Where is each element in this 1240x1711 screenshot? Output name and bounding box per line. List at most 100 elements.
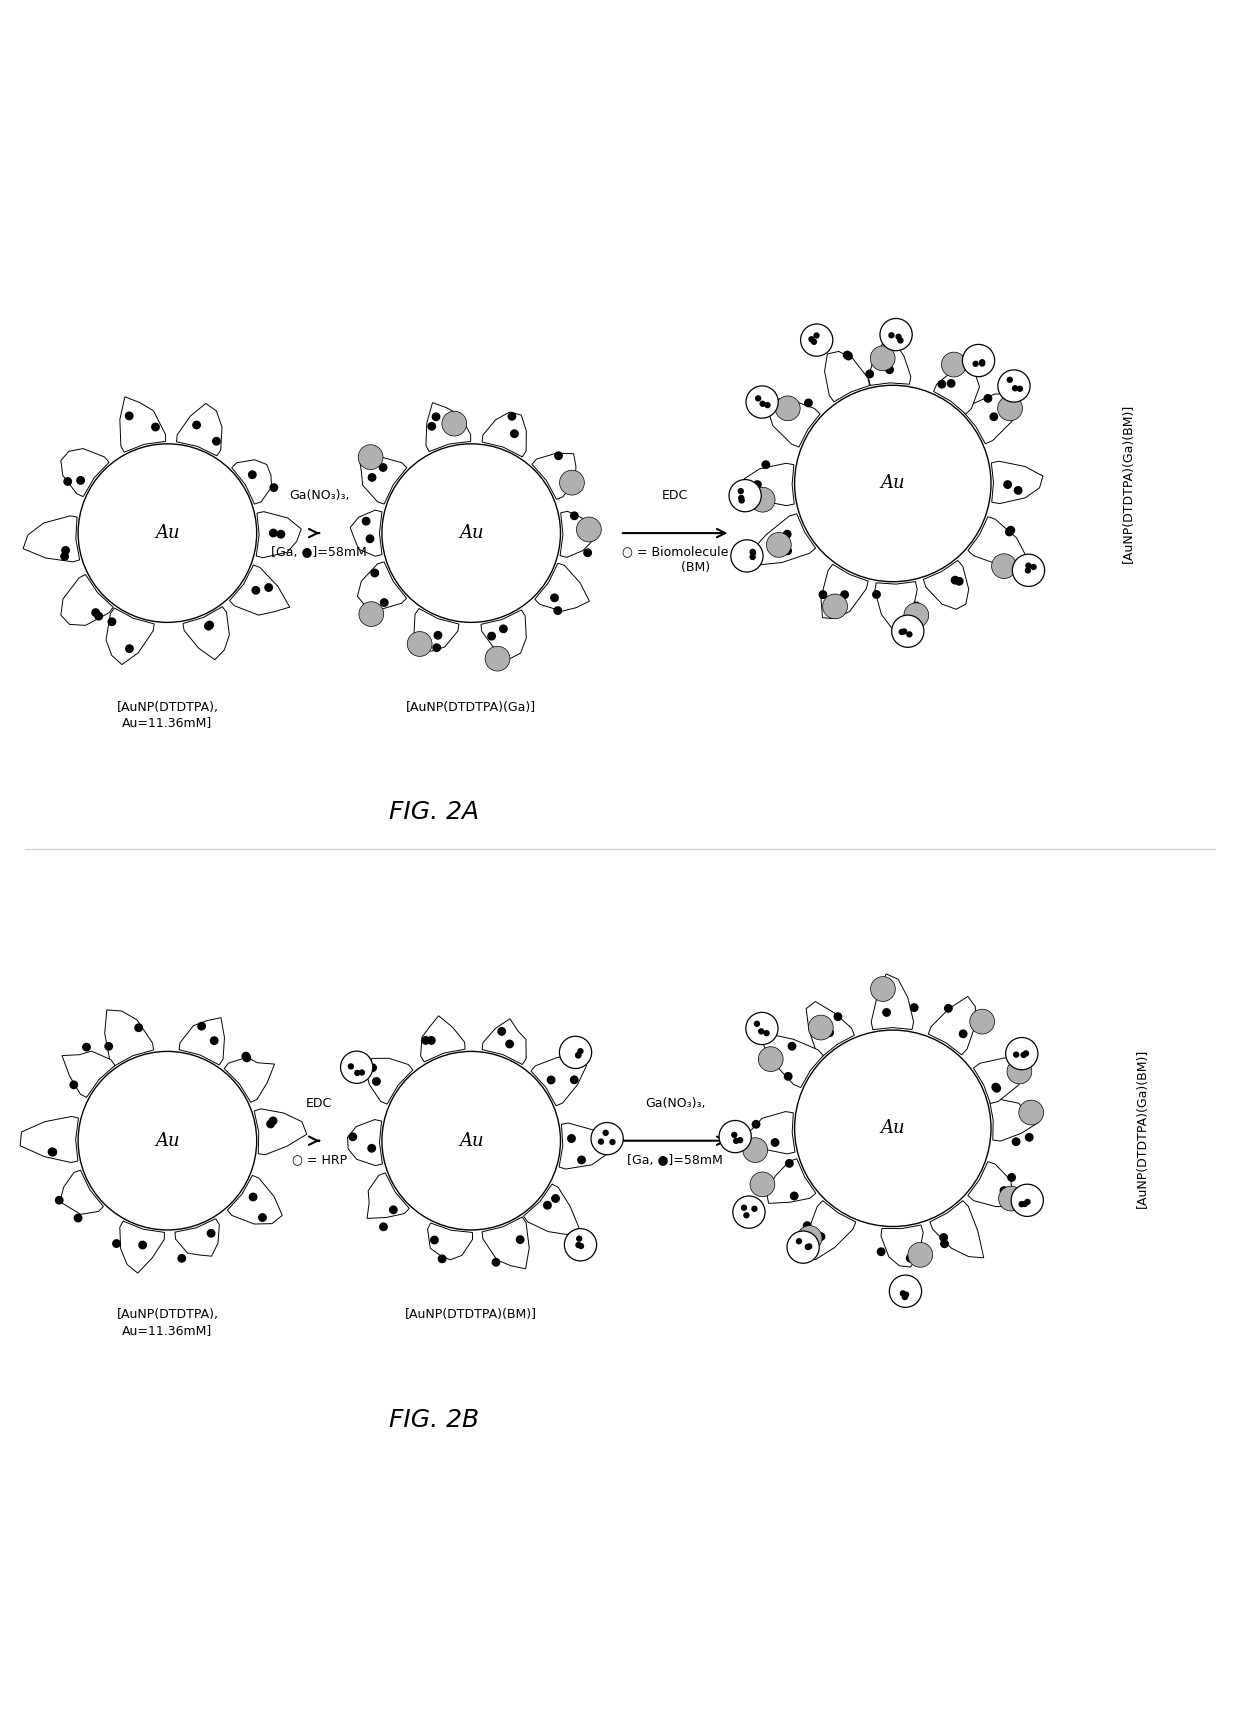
Polygon shape <box>531 1057 587 1105</box>
Circle shape <box>844 352 852 359</box>
Polygon shape <box>482 412 526 457</box>
Circle shape <box>885 366 893 373</box>
Circle shape <box>808 1015 833 1040</box>
Polygon shape <box>523 1184 579 1235</box>
Circle shape <box>56 1196 63 1205</box>
Circle shape <box>947 380 955 387</box>
Circle shape <box>754 481 761 488</box>
Circle shape <box>1022 1201 1027 1206</box>
Circle shape <box>719 1121 751 1153</box>
Circle shape <box>77 477 84 484</box>
Polygon shape <box>176 404 222 455</box>
Circle shape <box>732 1133 737 1138</box>
Circle shape <box>1006 529 1013 536</box>
Polygon shape <box>875 582 918 628</box>
Polygon shape <box>175 1218 219 1256</box>
Circle shape <box>900 1290 905 1295</box>
Circle shape <box>811 339 816 344</box>
Circle shape <box>78 443 257 623</box>
Circle shape <box>269 1117 277 1124</box>
Circle shape <box>1007 527 1014 534</box>
Circle shape <box>801 323 833 356</box>
Circle shape <box>516 1235 523 1244</box>
Circle shape <box>506 1040 513 1047</box>
Circle shape <box>577 517 601 542</box>
Circle shape <box>913 602 920 609</box>
Circle shape <box>1025 568 1030 573</box>
Circle shape <box>765 402 770 407</box>
Polygon shape <box>120 397 166 452</box>
Circle shape <box>564 1228 596 1261</box>
Circle shape <box>804 1222 811 1230</box>
Polygon shape <box>20 1117 78 1162</box>
Circle shape <box>205 623 212 630</box>
Circle shape <box>83 1044 91 1051</box>
Circle shape <box>754 1021 759 1027</box>
Circle shape <box>382 1052 560 1230</box>
Circle shape <box>248 471 255 479</box>
Circle shape <box>817 1234 825 1240</box>
Circle shape <box>1006 1037 1038 1069</box>
Circle shape <box>771 1140 779 1146</box>
Polygon shape <box>766 1158 816 1203</box>
Polygon shape <box>868 342 911 385</box>
Circle shape <box>866 370 873 378</box>
Text: EDC: EDC <box>662 489 688 501</box>
Circle shape <box>750 488 775 512</box>
Circle shape <box>826 1028 833 1037</box>
Circle shape <box>422 1037 429 1044</box>
Circle shape <box>759 1047 784 1071</box>
Circle shape <box>992 1083 999 1092</box>
Circle shape <box>610 1140 615 1145</box>
Circle shape <box>962 344 994 376</box>
Circle shape <box>878 1247 885 1256</box>
Circle shape <box>389 1206 397 1213</box>
Circle shape <box>985 395 992 402</box>
Circle shape <box>575 1052 580 1057</box>
Circle shape <box>805 1244 810 1249</box>
Circle shape <box>1025 563 1030 568</box>
Circle shape <box>379 464 387 471</box>
Polygon shape <box>825 351 869 402</box>
Circle shape <box>789 1042 796 1051</box>
Circle shape <box>382 443 560 623</box>
Polygon shape <box>746 513 816 565</box>
Text: Au: Au <box>459 524 484 542</box>
Circle shape <box>381 599 388 606</box>
Circle shape <box>835 1013 842 1020</box>
Circle shape <box>992 554 1017 578</box>
Circle shape <box>1013 1052 1018 1057</box>
Circle shape <box>813 334 818 339</box>
Circle shape <box>980 361 985 366</box>
Polygon shape <box>184 607 229 660</box>
Circle shape <box>198 1023 206 1030</box>
Circle shape <box>906 1254 914 1263</box>
Circle shape <box>433 412 440 421</box>
Circle shape <box>591 1122 624 1155</box>
Polygon shape <box>968 1162 1014 1206</box>
Circle shape <box>729 479 761 512</box>
Circle shape <box>745 1013 777 1045</box>
Circle shape <box>543 1201 551 1210</box>
Circle shape <box>760 402 765 406</box>
Circle shape <box>743 1138 768 1162</box>
Polygon shape <box>973 1057 1029 1104</box>
Polygon shape <box>104 1009 154 1066</box>
Circle shape <box>368 1064 376 1071</box>
Circle shape <box>784 530 791 537</box>
Circle shape <box>755 395 760 400</box>
Circle shape <box>796 1239 801 1244</box>
Polygon shape <box>880 1225 924 1268</box>
Circle shape <box>766 532 791 558</box>
Polygon shape <box>924 561 968 609</box>
Text: FIG. 2B: FIG. 2B <box>389 1408 479 1432</box>
Text: [AuNP(DTDTPA)(Ga)(BM)]: [AuNP(DTDTPA)(Ga)(BM)] <box>1122 404 1135 563</box>
Circle shape <box>733 1196 765 1228</box>
Circle shape <box>873 590 880 599</box>
Polygon shape <box>532 453 575 500</box>
Circle shape <box>270 484 278 491</box>
Circle shape <box>211 1037 218 1044</box>
Circle shape <box>734 1138 739 1143</box>
Circle shape <box>1019 1100 1044 1124</box>
Polygon shape <box>929 996 976 1054</box>
